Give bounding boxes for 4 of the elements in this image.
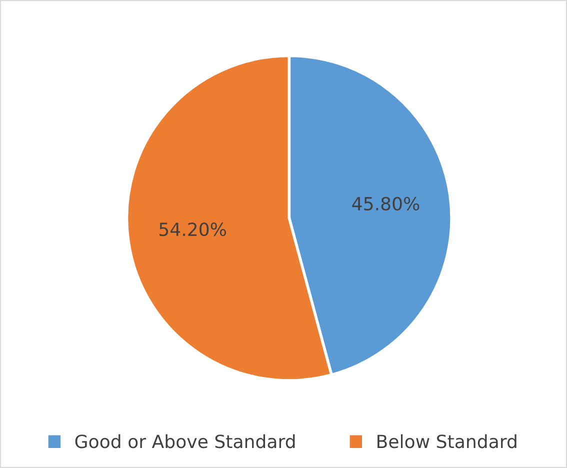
legend-label: Good or Above Standard <box>75 434 295 448</box>
legend-label: Below Standard <box>378 434 516 448</box>
data-label: 54.20% <box>160 222 226 236</box>
data-label: 45.80% <box>352 196 420 211</box>
